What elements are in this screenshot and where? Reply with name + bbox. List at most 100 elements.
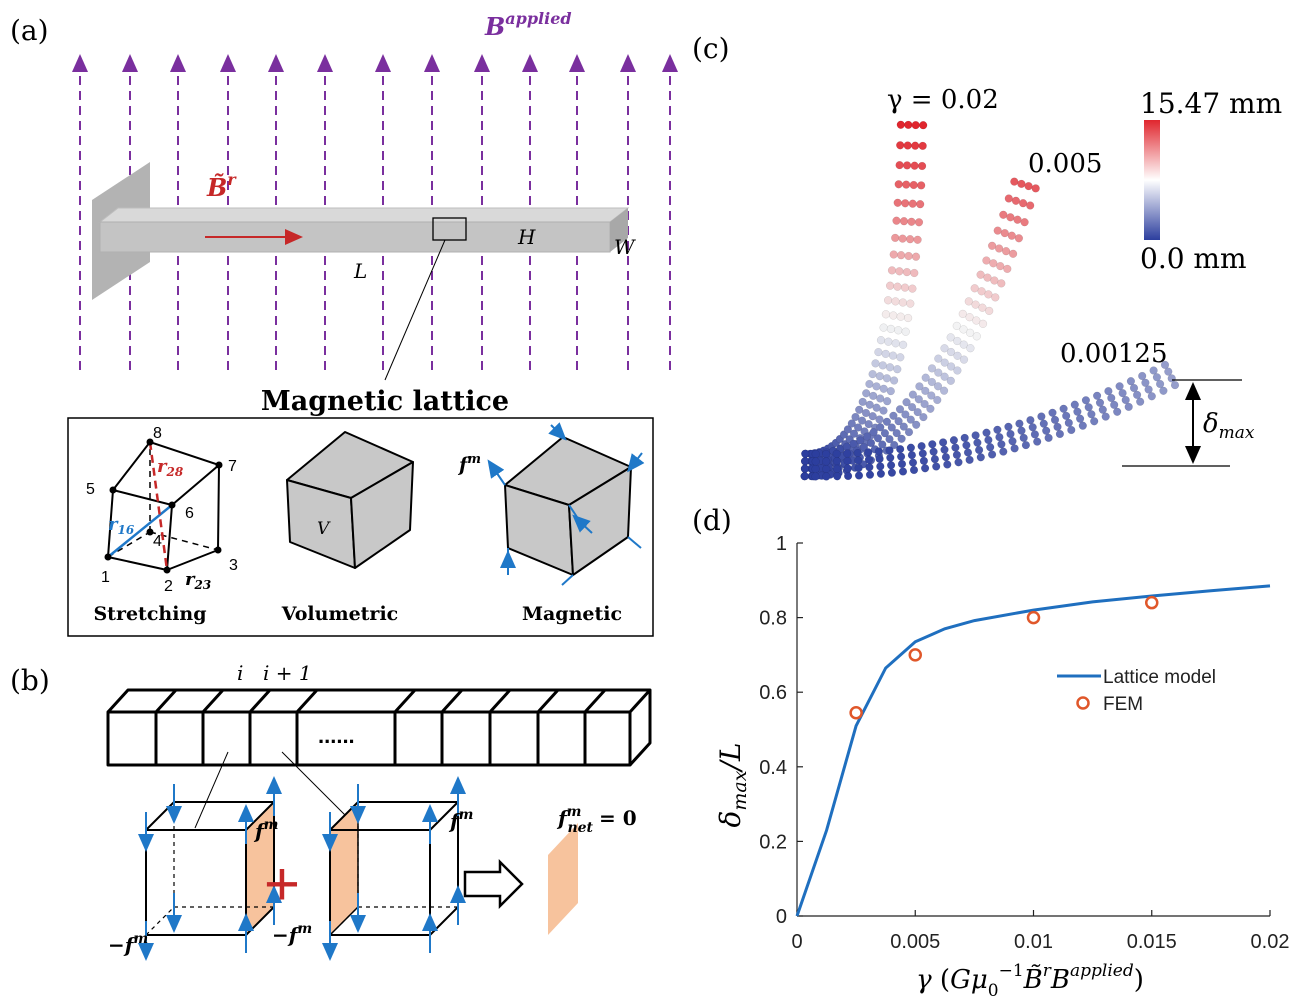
- lattice-node: [854, 471, 864, 480]
- lattice-node: [859, 442, 869, 452]
- lattice-node: [1024, 181, 1033, 191]
- lattice-node: [940, 445, 949, 454]
- svg-text:2: 2: [164, 578, 173, 595]
- lattice-node: [1017, 179, 1026, 189]
- lattice-node: [986, 443, 995, 452]
- lattice-node: [959, 325, 968, 334]
- lattice-node: [1070, 400, 1079, 409]
- lattice-callout-line: [384, 239, 446, 381]
- lattice-node: [966, 344, 975, 353]
- lattice-node: [896, 120, 905, 129]
- lattice-node: [1053, 422, 1062, 432]
- lattice-node: [865, 463, 874, 472]
- lattice-node: [919, 121, 928, 130]
- lattice-node: [868, 369, 877, 379]
- lattice-node: [1011, 196, 1021, 205]
- colorbar-min-label: 0.0 mm: [1140, 242, 1247, 275]
- lattice-node: [959, 355, 969, 364]
- lattice-node: [949, 436, 959, 445]
- lattice-node: [894, 326, 903, 335]
- lattice-node: [1118, 388, 1127, 398]
- lattice-node: [932, 462, 941, 471]
- lattice-node: [911, 141, 920, 150]
- lattice-node: [800, 457, 810, 466]
- lattice-node: [887, 266, 897, 275]
- lattice-node: [898, 298, 908, 307]
- lattice-node: [885, 281, 895, 290]
- svg-text:5: 5: [86, 481, 95, 498]
- lattice-node: [1030, 430, 1040, 439]
- lattice-node: [965, 328, 975, 337]
- lattice-node: [822, 472, 831, 481]
- lattice-node: [896, 353, 905, 362]
- lattice-node: [1015, 419, 1024, 428]
- lattice-node: [972, 316, 981, 325]
- lattice-node: [907, 217, 916, 226]
- lattice-node: [897, 434, 906, 443]
- lattice-node: [849, 429, 859, 438]
- lattice-node: [1006, 213, 1015, 222]
- lattice-node: [914, 395, 923, 404]
- lattice-node: [976, 453, 985, 462]
- lattice-node: [868, 412, 877, 421]
- panel-label-d: (d): [692, 504, 732, 537]
- lattice-node: [1101, 412, 1110, 421]
- lattice-node: [903, 141, 912, 150]
- segment-left: [138, 776, 282, 961]
- lattice-node: [886, 453, 895, 462]
- lattice-node: [934, 368, 943, 377]
- lattice-node: [1073, 407, 1082, 416]
- lattice-node: [849, 439, 858, 449]
- lattice-node: [909, 180, 918, 190]
- panel-label-c: (c): [692, 32, 730, 65]
- lattice-node: [1095, 398, 1105, 407]
- lattice-node: [1010, 177, 1019, 186]
- lattice-node: [1113, 407, 1122, 416]
- r28-label: r28: [157, 456, 184, 479]
- dim-W: W: [614, 235, 636, 259]
- lattice-node: [1006, 429, 1015, 439]
- chain-outline: [106, 688, 652, 767]
- lattice-node: [1013, 215, 1022, 224]
- lattice-node: [1028, 423, 1037, 432]
- lattice-node: [917, 441, 926, 451]
- legend-label-lattice: Lattice model: [1103, 667, 1216, 688]
- lattice-node: [1059, 404, 1068, 413]
- x-tick-label: 0.005: [890, 931, 940, 953]
- lattice-node: [887, 468, 897, 477]
- beam-end-face: [610, 208, 628, 252]
- lattice-node: [959, 340, 968, 349]
- lattice-node: [905, 235, 915, 244]
- applied-field-label: Bapplied: [484, 9, 572, 41]
- lattice-node: [1098, 405, 1107, 414]
- lattice-node: [1110, 400, 1119, 410]
- lattice-node: [894, 417, 903, 426]
- lattice-node: [1014, 234, 1024, 243]
- lattice-node: [987, 450, 997, 459]
- lattice-node: [885, 446, 894, 455]
- lattice-node: [862, 432, 872, 441]
- lattice-node: [917, 161, 927, 171]
- lattice-node: [984, 435, 993, 445]
- lattice-node: [898, 234, 907, 243]
- deflection-chart: 0 0.005 0.01 0.015 0.02 0 0.2 0.4 0.6 0.8 1 Lattice…: [759, 533, 1289, 953]
- fem-point: [1145, 595, 1159, 610]
- lattice-node: [1033, 437, 1042, 446]
- lattice-title: Magnetic lattice: [261, 386, 509, 417]
- net-force-label: fm net = 0: [556, 804, 637, 836]
- r23-label: r23: [185, 569, 211, 592]
- y-axis-label: δmax/L: [714, 743, 751, 828]
- lattice-node: [822, 449, 831, 459]
- lattice-node: [1104, 386, 1113, 396]
- lattice-node: [872, 382, 881, 391]
- lattice-node: [1144, 385, 1153, 394]
- lattice-node: [892, 428, 901, 438]
- lattice-node: [878, 361, 887, 370]
- lattice-node: [928, 440, 937, 449]
- lattice-node: [1170, 380, 1180, 390]
- lattice-node: [991, 293, 1000, 302]
- lattice-node: [958, 309, 967, 319]
- lattice-node: [997, 440, 1006, 449]
- magnetic-element: [504, 436, 632, 576]
- lattice-node: [914, 218, 924, 227]
